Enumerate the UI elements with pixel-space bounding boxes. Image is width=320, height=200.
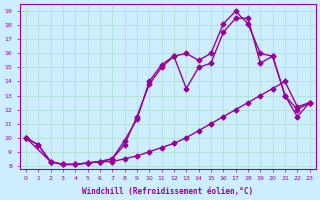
X-axis label: Windchill (Refroidissement éolien,°C): Windchill (Refroidissement éolien,°C)	[82, 187, 253, 196]
